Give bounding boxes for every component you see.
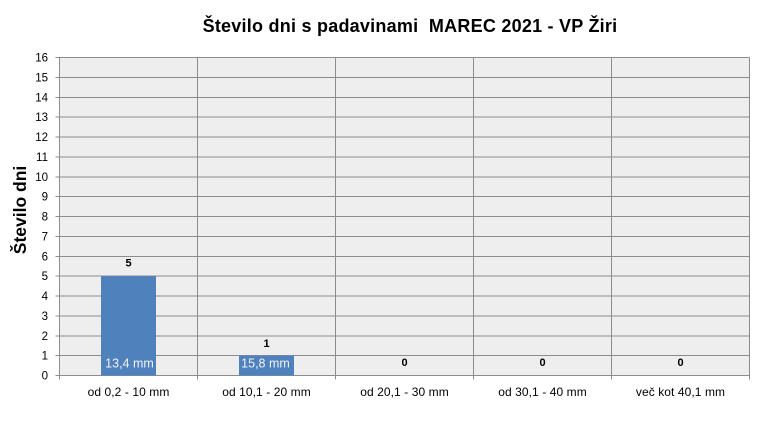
svg-text:od 0,2 - 10 mm: od 0,2 - 10 mm <box>88 385 170 399</box>
svg-text:7: 7 <box>42 231 48 243</box>
svg-text:6: 6 <box>42 251 48 263</box>
svg-text:9: 9 <box>42 192 48 204</box>
svg-text:14: 14 <box>35 92 48 104</box>
svg-text:4: 4 <box>42 291 49 303</box>
svg-text:1: 1 <box>263 338 269 350</box>
svg-text:13: 13 <box>35 112 48 124</box>
svg-text:11: 11 <box>36 152 48 164</box>
svg-text:16: 16 <box>35 53 48 65</box>
svg-text:od 30,1 - 40 mm: od 30,1 - 40 mm <box>498 385 587 399</box>
svg-text:5: 5 <box>42 271 48 283</box>
svg-text:10: 10 <box>35 172 48 184</box>
svg-text:2: 2 <box>42 331 48 343</box>
svg-text:0: 0 <box>677 357 683 369</box>
svg-text:Število dni: Število dni <box>9 166 30 254</box>
svg-text:5: 5 <box>125 258 131 270</box>
svg-text:od 10,1 - 20 mm: od 10,1 - 20 mm <box>222 385 311 399</box>
svg-text:12: 12 <box>35 132 48 144</box>
svg-text:3: 3 <box>42 311 48 323</box>
svg-text:od 20,1 - 30 mm: od 20,1 - 30 mm <box>360 385 449 399</box>
svg-text:15,8 mm: 15,8 mm <box>241 357 290 371</box>
svg-text:13,4 mm: 13,4 mm <box>105 357 154 371</box>
svg-text:0: 0 <box>401 357 407 369</box>
svg-text:0: 0 <box>42 371 48 383</box>
svg-text:Število dni s padavinami MARE: Število dni s padavinami MAREC 2021 - VP… <box>203 15 618 36</box>
svg-text:1: 1 <box>42 351 48 363</box>
svg-text:več kot 40,1 mm: več kot 40,1 mm <box>636 385 725 399</box>
svg-text:0: 0 <box>539 357 545 369</box>
svg-text:8: 8 <box>42 212 48 224</box>
svg-text:15: 15 <box>35 72 48 84</box>
